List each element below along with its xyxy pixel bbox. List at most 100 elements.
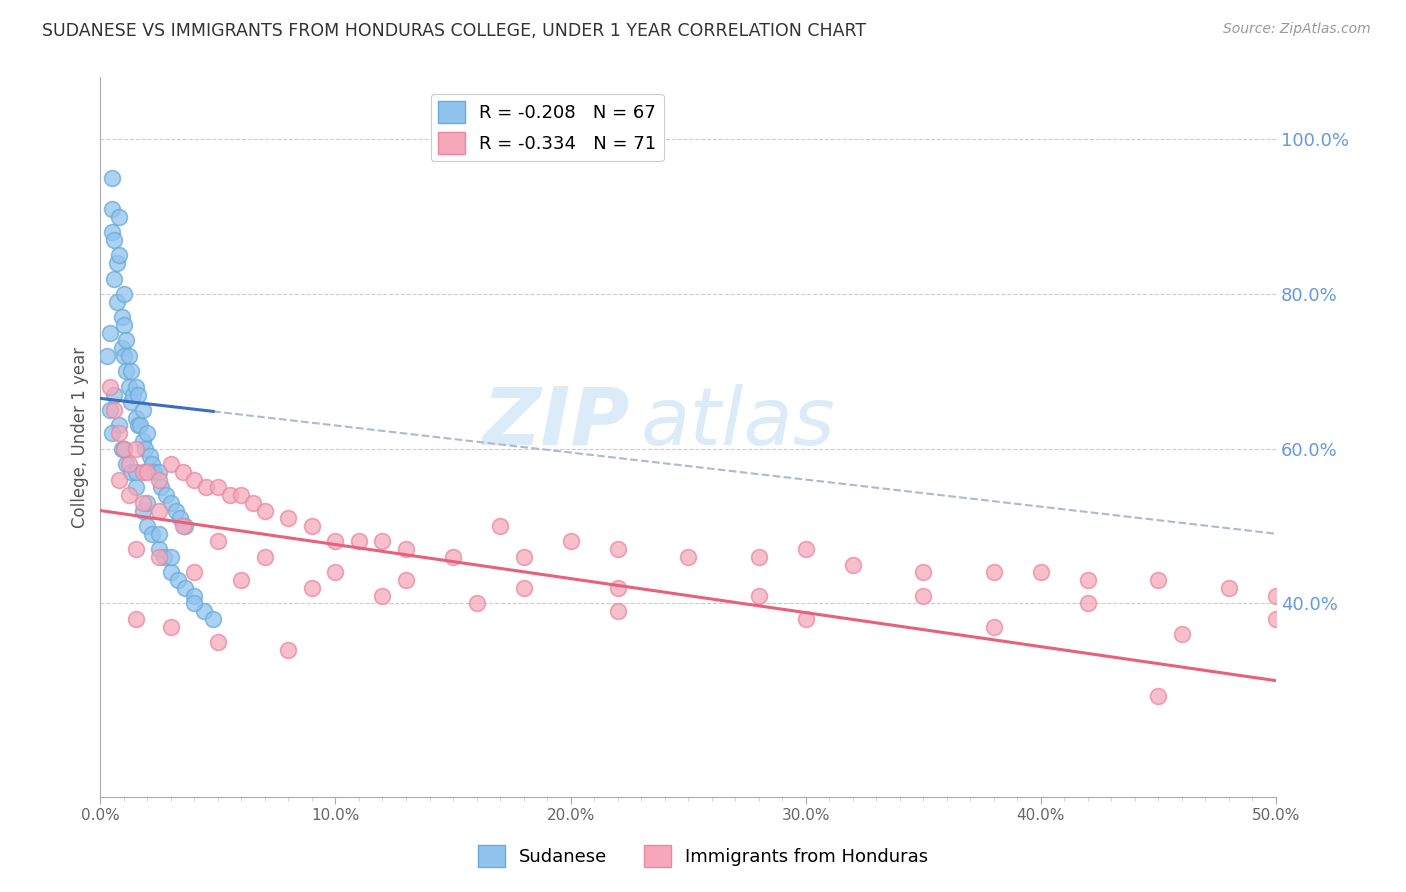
Point: [748, 589, 770, 603]
Point: [1077, 573, 1099, 587]
Point: [120, 395, 142, 409]
Point: [231, 573, 253, 587]
Point: [512, 581, 534, 595]
Point: [301, 581, 323, 595]
Point: [1218, 581, 1240, 595]
Point: [912, 589, 935, 603]
Point: [606, 604, 628, 618]
Point: [277, 511, 299, 525]
Point: [129, 418, 152, 433]
Point: [105, 294, 128, 309]
Point: [131, 403, 153, 417]
Point: [103, 233, 125, 247]
Point: [395, 573, 418, 587]
Point: [124, 410, 146, 425]
Point: [127, 418, 149, 433]
Point: [912, 566, 935, 580]
Point: [124, 442, 146, 456]
Point: [131, 465, 153, 479]
Point: [1029, 566, 1052, 580]
Point: [117, 488, 139, 502]
Point: [160, 566, 183, 580]
Point: [120, 364, 142, 378]
Point: [112, 349, 135, 363]
Point: [150, 480, 173, 494]
Point: [155, 488, 177, 502]
Point: [218, 488, 240, 502]
Point: [148, 465, 170, 479]
Point: [1171, 627, 1194, 641]
Point: [148, 542, 170, 557]
Point: [325, 566, 347, 580]
Point: [120, 465, 142, 479]
Point: [98, 403, 121, 417]
Point: [207, 635, 229, 649]
Point: [108, 426, 131, 441]
Point: [96, 349, 118, 363]
Point: [108, 248, 131, 262]
Point: [231, 488, 253, 502]
Point: [131, 496, 153, 510]
Point: [160, 496, 183, 510]
Text: Source: ZipAtlas.com: Source: ZipAtlas.com: [1223, 22, 1371, 37]
Point: [242, 496, 264, 510]
Point: [371, 534, 394, 549]
Point: [101, 202, 124, 216]
Point: [183, 566, 205, 580]
Point: [207, 480, 229, 494]
Point: [1265, 589, 1288, 603]
Point: [101, 225, 124, 239]
Point: [141, 457, 163, 471]
Point: [124, 380, 146, 394]
Point: [115, 334, 138, 348]
Point: [117, 349, 139, 363]
Point: [202, 612, 225, 626]
Point: [842, 558, 865, 572]
Point: [748, 549, 770, 564]
Point: [1147, 573, 1170, 587]
Point: [136, 519, 159, 533]
Point: [183, 589, 205, 603]
Point: [131, 503, 153, 517]
Point: [153, 549, 176, 564]
Point: [136, 496, 159, 510]
Point: [127, 387, 149, 401]
Point: [325, 534, 347, 549]
Point: [134, 442, 156, 456]
Point: [136, 465, 159, 479]
Point: [101, 426, 124, 441]
Point: [103, 387, 125, 401]
Point: [148, 526, 170, 541]
Point: [1077, 596, 1099, 610]
Point: [148, 503, 170, 517]
Point: [103, 403, 125, 417]
Point: [165, 503, 187, 517]
Point: [1265, 612, 1288, 626]
Point: [124, 465, 146, 479]
Y-axis label: College, Under 1 year: College, Under 1 year: [72, 346, 89, 528]
Point: [207, 534, 229, 549]
Point: [560, 534, 582, 549]
Point: [138, 450, 160, 464]
Point: [172, 519, 194, 533]
Point: [253, 549, 276, 564]
Point: [108, 210, 131, 224]
Point: [117, 380, 139, 394]
Point: [110, 442, 132, 456]
Point: [169, 511, 191, 525]
Point: [983, 619, 1005, 633]
Point: [301, 519, 323, 533]
Point: [1147, 689, 1170, 703]
Point: [395, 542, 418, 557]
Point: [253, 503, 276, 517]
Point: [112, 318, 135, 332]
Point: [174, 581, 197, 595]
Point: [489, 519, 512, 533]
Point: [148, 473, 170, 487]
Text: ZIP: ZIP: [482, 384, 630, 462]
Point: [606, 581, 628, 595]
Point: [110, 310, 132, 325]
Point: [124, 480, 146, 494]
Point: [98, 326, 121, 340]
Point: [193, 604, 215, 618]
